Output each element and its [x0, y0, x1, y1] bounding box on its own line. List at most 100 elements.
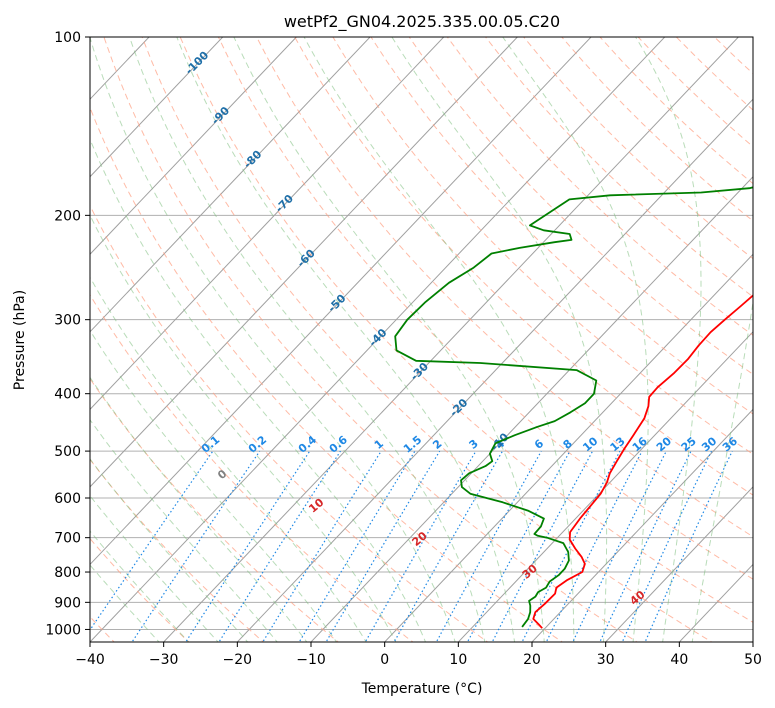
dry-adiabat — [90, 106, 564, 642]
x-tick-label: −20 — [223, 652, 253, 668]
mixing-ratio-line — [545, 450, 643, 642]
dry-adiabat — [752, 37, 753, 39]
moist-adiabat — [90, 214, 397, 642]
plot-area: 0.1 0.2 0.4 0.6 1 1.5 2 3 4 6 8 10 13 16 20 25 30 36-100-… — [90, 37, 753, 642]
dewpoint-profile — [394, 186, 753, 628]
isotherm-line — [90, 37, 666, 642]
dry-adiabat — [256, 37, 753, 538]
temperature-profile — [532, 294, 753, 629]
dry-adiabat — [90, 377, 340, 642]
isotherm-line — [90, 37, 371, 333]
mixing-ratio-line — [599, 450, 692, 642]
x-tick-label: 0 — [380, 652, 389, 668]
isotherm-line — [236, 98, 753, 642]
mixing-ratio-line — [218, 450, 342, 642]
dry-adiabat — [141, 37, 713, 642]
dry-adiabat-label: 30 — [520, 562, 540, 582]
dry-adiabat — [103, 37, 638, 642]
mixing-ratio-label: 6 — [532, 437, 546, 452]
dry-adiabat — [217, 37, 753, 580]
mixing-ratio-label: 0.1 — [199, 433, 222, 455]
moist-adiabat — [129, 37, 486, 642]
isotherm-line — [90, 37, 592, 566]
mixing-ratio-label: 2 — [430, 437, 444, 452]
isotherm-line — [310, 176, 753, 642]
y-tick-label: 200 — [54, 208, 81, 224]
mixing-ratio-line — [393, 450, 504, 642]
isotherm-line — [90, 37, 224, 178]
moist-adiabat — [90, 137, 427, 642]
isotherm-line — [90, 37, 519, 488]
mixing-ratio-line — [521, 450, 621, 642]
dry-adiabat — [90, 537, 190, 642]
x-tick-label: −10 — [296, 652, 326, 668]
mixing-ratio-label: 3 — [467, 437, 481, 452]
isotherm-line — [678, 563, 753, 642]
y-tick-label: 300 — [54, 313, 81, 329]
moist-adiabat — [90, 530, 190, 642]
x-tick-label: 30 — [597, 652, 615, 668]
moist-adiabat — [691, 299, 753, 642]
mixing-ratio-line — [90, 450, 214, 631]
moist-adiabat — [90, 376, 308, 642]
x-tick-label: 50 — [744, 652, 762, 668]
moist-adiabat — [90, 37, 456, 642]
dry-adiabat — [408, 37, 753, 375]
y-tick-label: 500 — [54, 444, 81, 460]
isotherm-line — [90, 37, 445, 411]
pressure-gridlines — [90, 37, 753, 630]
moist-adiabat — [90, 329, 338, 642]
dry-adiabat — [485, 37, 753, 298]
moist-adiabat — [90, 418, 278, 642]
mixing-ratio-line — [131, 450, 261, 642]
mixing-ratio-line — [621, 450, 713, 642]
mixing-ratio-line — [262, 450, 382, 642]
mixing-ratio-line — [572, 450, 667, 642]
mixing-ratio-line — [644, 450, 733, 642]
moist-adiabat — [391, 37, 608, 642]
moist-adiabat — [90, 495, 219, 642]
dry-adiabat — [332, 37, 753, 455]
dry-adiabat — [370, 37, 753, 415]
moist-adiabats — [90, 37, 753, 642]
y-tick-label: 100 — [54, 30, 81, 46]
y-tick-label: 800 — [54, 565, 81, 581]
mixing-ratio-line — [435, 450, 542, 642]
moist-adiabat — [635, 37, 702, 642]
mixing-ratio-line — [491, 450, 594, 642]
isotherm-line — [604, 486, 753, 642]
mixing-ratio-line — [185, 450, 311, 642]
x-tick-label: −40 — [75, 652, 105, 668]
mixing-ratio-label: 8 — [561, 437, 575, 452]
moist-adiabat — [176, 37, 516, 642]
y-tick-label: 400 — [54, 387, 81, 403]
y-tick-label: 900 — [54, 595, 81, 611]
mixing-ratio-line — [325, 450, 441, 642]
plot-frame — [89, 36, 754, 643]
dry-adiabat — [561, 37, 753, 222]
mixing-ratio-label: 0.4 — [296, 433, 320, 456]
moist-adiabat — [303, 37, 575, 642]
sounding-profiles — [394, 186, 753, 629]
dry-adiabat-label: 20 — [410, 529, 430, 549]
moist-adiabat — [233, 37, 545, 642]
mixing-ratio-lines — [90, 450, 733, 642]
moist-adiabat — [90, 458, 249, 642]
dry-adiabat — [90, 293, 414, 642]
y-tick-label: 600 — [54, 491, 81, 507]
mixing-ratio-label: 1.5 — [401, 433, 424, 455]
mixing-ratio-label: 0.6 — [327, 433, 351, 456]
mixing-ratio-line — [364, 450, 477, 642]
y-axis-label: Pressure (hPa) — [12, 290, 28, 390]
isotherm-line — [752, 641, 753, 642]
isotherm-line — [531, 408, 753, 642]
chart-title: wetPf2_GN04.2025.335.00.05.C20 — [284, 12, 560, 32]
x-tick-label: 40 — [670, 652, 688, 668]
isotherm-line — [383, 253, 753, 642]
moist-adiabat — [90, 276, 367, 642]
dry-adiabat — [294, 37, 753, 496]
dry-adiabat-label: 0 — [215, 467, 229, 482]
x-tick-label: 20 — [523, 652, 541, 668]
dry-adiabat — [90, 204, 489, 642]
